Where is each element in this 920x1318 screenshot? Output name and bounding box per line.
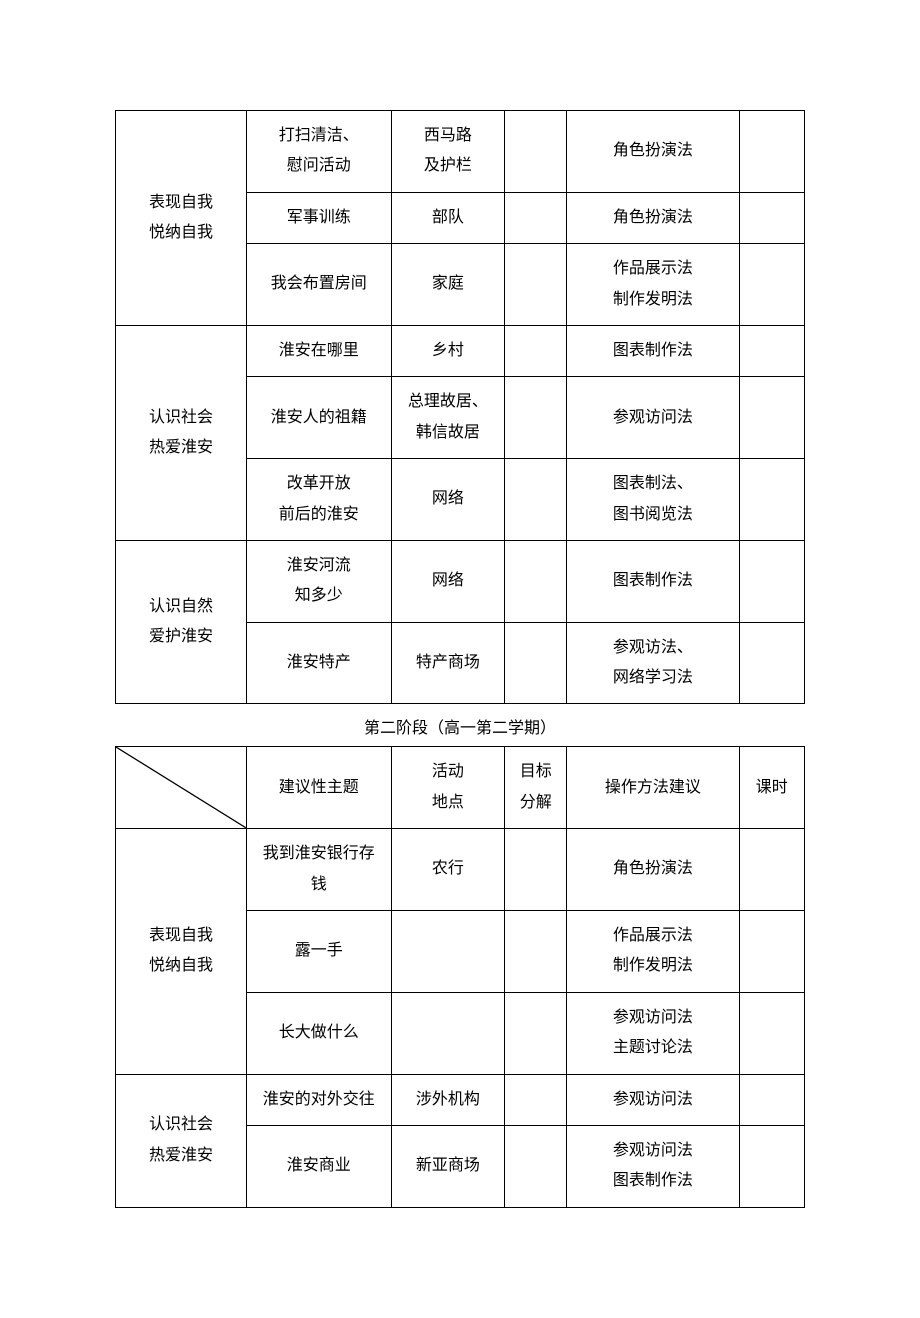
topic-cell: 淮安特产 [246, 622, 391, 704]
topic-cell: 我会布置房间 [246, 244, 391, 326]
method-cell: 参观访问法 [567, 1074, 739, 1125]
goal-cell [505, 622, 567, 704]
hours-cell [739, 459, 804, 541]
table-row: 认识社会热爱淮安淮安在哪里乡村图表制作法 [116, 325, 805, 376]
method-cell: 角色扮演法 [567, 192, 739, 243]
method-cell: 角色扮演法 [567, 829, 739, 911]
topic-cell: 我到淮安银行存钱 [246, 829, 391, 911]
topic-cell: 军事训练 [246, 192, 391, 243]
place-cell: 特产商场 [391, 622, 505, 704]
goal-cell [505, 829, 567, 911]
hours-cell [739, 829, 804, 911]
header-cell: 建议性主题 [246, 747, 391, 829]
table-row: 认识社会热爱淮安淮安的对外交往涉外机构参观访问法 [116, 1074, 805, 1125]
place-cell [391, 911, 505, 993]
hours-cell [739, 325, 804, 376]
goal-cell [505, 1125, 567, 1207]
hours-cell [739, 622, 804, 704]
place-cell [391, 992, 505, 1074]
goal-cell [505, 111, 567, 193]
hours-cell [739, 540, 804, 622]
diagonal-header-cell [116, 747, 247, 829]
hours-cell [739, 1125, 804, 1207]
group-cell: 认识社会热爱淮安 [116, 325, 247, 540]
place-cell: 部队 [391, 192, 505, 243]
place-cell: 农行 [391, 829, 505, 911]
group-cell: 认识社会热爱淮安 [116, 1074, 247, 1207]
hours-cell [739, 111, 804, 193]
phase-2-caption: 第二阶段（高一第二学期） [115, 704, 805, 746]
method-cell: 参观访问法图表制作法 [567, 1125, 739, 1207]
place-cell: 网络 [391, 459, 505, 541]
table-header-row: 建议性主题活动地点目标分解操作方法建议课时 [116, 747, 805, 829]
place-cell: 总理故居、韩信故居 [391, 377, 505, 459]
goal-cell [505, 911, 567, 993]
goal-cell [505, 244, 567, 326]
goal-cell [505, 377, 567, 459]
method-cell: 参观访问法主题讨论法 [567, 992, 739, 1074]
place-cell: 乡村 [391, 325, 505, 376]
topic-cell: 打扫清洁、慰问活动 [246, 111, 391, 193]
goal-cell [505, 192, 567, 243]
table-row: 表现自我悦纳自我打扫清洁、慰问活动西马路及护栏角色扮演法 [116, 111, 805, 193]
method-cell: 图表制作法 [567, 540, 739, 622]
hours-cell [739, 911, 804, 993]
method-cell: 参观访问法 [567, 377, 739, 459]
place-cell: 家庭 [391, 244, 505, 326]
header-cell: 操作方法建议 [567, 747, 739, 829]
method-cell: 作品展示法制作发明法 [567, 911, 739, 993]
table-row: 表现自我悦纳自我我到淮安银行存钱农行角色扮演法 [116, 829, 805, 911]
goal-cell [505, 1074, 567, 1125]
place-cell: 西马路及护栏 [391, 111, 505, 193]
topic-cell: 淮安在哪里 [246, 325, 391, 376]
method-cell: 角色扮演法 [567, 111, 739, 193]
table-row: 认识自然爱护淮安淮安河流知多少网络图表制作法 [116, 540, 805, 622]
method-cell: 作品展示法制作发明法 [567, 244, 739, 326]
table-phase-1: 表现自我悦纳自我打扫清洁、慰问活动西马路及护栏角色扮演法军事训练部队角色扮演法我… [115, 110, 805, 704]
hours-cell [739, 192, 804, 243]
header-cell: 活动地点 [391, 747, 505, 829]
method-cell: 图表制作法 [567, 325, 739, 376]
place-cell: 涉外机构 [391, 1074, 505, 1125]
place-cell: 新亚商场 [391, 1125, 505, 1207]
header-cell: 目标分解 [505, 747, 567, 829]
goal-cell [505, 325, 567, 376]
group-cell: 表现自我悦纳自我 [116, 829, 247, 1074]
topic-cell: 淮安商业 [246, 1125, 391, 1207]
topic-cell: 长大做什么 [246, 992, 391, 1074]
hours-cell [739, 992, 804, 1074]
topic-cell: 淮安人的祖籍 [246, 377, 391, 459]
header-cell: 课时 [739, 747, 804, 829]
group-cell: 表现自我悦纳自我 [116, 111, 247, 326]
method-cell: 参观访法、网络学习法 [567, 622, 739, 704]
goal-cell [505, 540, 567, 622]
table-phase-2: 建议性主题活动地点目标分解操作方法建议课时表现自我悦纳自我我到淮安银行存钱农行角… [115, 746, 805, 1207]
place-cell: 网络 [391, 540, 505, 622]
hours-cell [739, 244, 804, 326]
goal-cell [505, 459, 567, 541]
group-cell: 认识自然爱护淮安 [116, 540, 247, 704]
topic-cell: 露一手 [246, 911, 391, 993]
method-cell: 图表制法、图书阅览法 [567, 459, 739, 541]
topic-cell: 改革开放前后的淮安 [246, 459, 391, 541]
hours-cell [739, 377, 804, 459]
hours-cell [739, 1074, 804, 1125]
topic-cell: 淮安河流知多少 [246, 540, 391, 622]
goal-cell [505, 992, 567, 1074]
topic-cell: 淮安的对外交往 [246, 1074, 391, 1125]
